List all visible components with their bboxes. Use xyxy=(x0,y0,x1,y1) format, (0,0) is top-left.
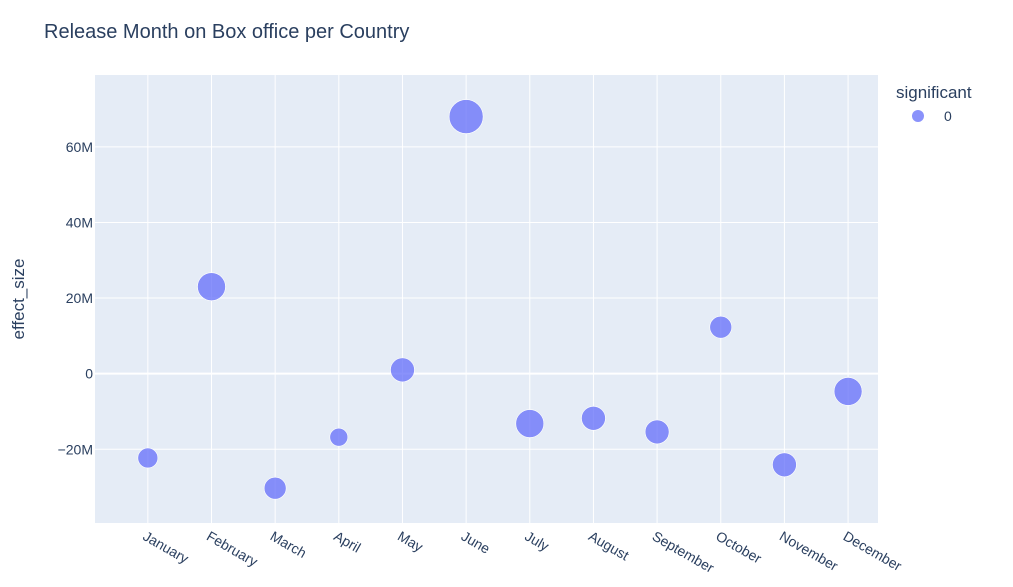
x-tick-label: May xyxy=(395,528,426,555)
x-tick-label: February xyxy=(204,528,261,570)
data-point-july[interactable] xyxy=(515,409,545,438)
data-point-december[interactable] xyxy=(833,377,863,406)
x-tick-label: December xyxy=(841,528,905,574)
x-tick-label: August xyxy=(586,528,632,564)
x-tick-label: September xyxy=(650,528,718,576)
chart-title: Release Month on Box office per Country xyxy=(44,21,409,43)
x-tick-label: October xyxy=(713,528,764,567)
x-tick-label: July xyxy=(522,528,552,554)
data-point-february[interactable] xyxy=(197,272,226,302)
data-point-june[interactable] xyxy=(448,99,484,134)
data-point-august[interactable] xyxy=(581,405,606,431)
legend: significant 0 xyxy=(896,83,972,124)
data-point-september[interactable] xyxy=(644,419,670,445)
data-point-november[interactable] xyxy=(772,452,797,478)
data-point-march[interactable] xyxy=(263,476,287,500)
x-axis-ticks: January February March April May June July Augu… xyxy=(140,528,904,576)
data-point-october[interactable] xyxy=(709,315,733,339)
data-point-april[interactable] xyxy=(329,427,349,447)
x-tick-label: March xyxy=(268,528,310,561)
y-tick-label: 0 xyxy=(85,366,93,382)
y-tick-label: 20M xyxy=(66,290,93,306)
y-tick-label: 40M xyxy=(66,214,93,230)
x-tick-label: April xyxy=(331,528,363,556)
legend-marker[interactable] xyxy=(912,110,924,122)
y-axis-label: effect_size xyxy=(9,259,28,340)
x-tick-label: November xyxy=(777,528,841,574)
plot-area xyxy=(95,75,878,523)
legend-entry-label[interactable]: 0 xyxy=(944,108,952,124)
grid-lines xyxy=(95,75,878,523)
y-axis-ticks: −20M 0 20M 40M 60M xyxy=(58,139,94,457)
y-tick-label: 60M xyxy=(66,139,93,155)
data-point-may[interactable] xyxy=(390,357,415,383)
data-point-january[interactable] xyxy=(137,447,159,469)
legend-title: significant xyxy=(896,83,972,102)
data-points xyxy=(137,99,863,500)
x-tick-label: June xyxy=(459,528,493,557)
y-tick-label: −20M xyxy=(58,441,93,457)
x-tick-label: January xyxy=(140,528,191,567)
